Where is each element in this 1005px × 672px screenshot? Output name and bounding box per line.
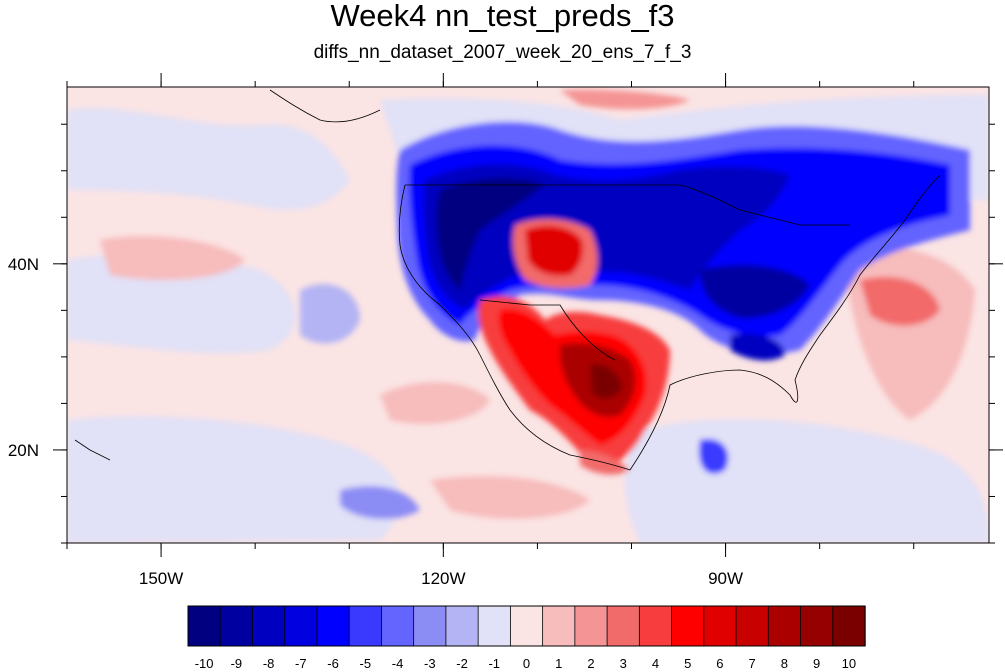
contour-patch — [430, 476, 590, 519]
colorbar-swatch — [574, 605, 608, 647]
colorbar-swatch — [187, 605, 221, 647]
contour-patch — [300, 284, 360, 344]
coastline-east-na — [819, 174, 941, 336]
y-tick-label: 20N — [8, 441, 39, 460]
y-tick-label: 40N — [8, 255, 39, 274]
colorbar-swatch — [671, 605, 705, 647]
colorbar-swatch — [252, 605, 286, 647]
contour-patch — [699, 439, 729, 474]
colorbar-swatch — [638, 605, 673, 647]
plot-subtitle: diffs_nn_dataset_2007_week_20_ens_7_f_3 — [313, 42, 692, 63]
colorbar-swatch — [219, 605, 254, 647]
colorbar-swatch — [284, 605, 318, 647]
coastline-alaska — [269, 89, 381, 123]
coastline-west-na — [398, 184, 631, 471]
map-plot-area — [67, 87, 989, 543]
colorbar-swatch — [735, 605, 769, 647]
map-frame — [66, 86, 990, 544]
colorbar-label: 3 — [620, 656, 627, 671]
colorbar-label: 5 — [684, 656, 691, 671]
colorbar-label: -9 — [231, 656, 243, 671]
colorbar-label: -10 — [195, 656, 214, 671]
border-us-mexico — [479, 299, 616, 361]
contour-patch — [730, 333, 785, 361]
contour-patch — [67, 416, 401, 543]
coastline-hawaii — [74, 439, 111, 461]
colorbar-labels: -10 -9 -8 -7 -6 -5 -4 -3 -2 -1 0 1 2 3 4 5 6 7 8 9 10 — [195, 656, 856, 671]
colorbar — [187, 605, 866, 647]
colorbar-label: -4 — [392, 656, 404, 671]
contour-patch — [380, 382, 490, 424]
colorbar-swatch — [703, 605, 737, 647]
colorbar-label: 6 — [716, 656, 723, 671]
x-tick-label: 120W — [421, 569, 465, 588]
colorbar-label: 10 — [842, 656, 856, 671]
colorbar-swatch — [767, 605, 802, 647]
contour-patch — [525, 225, 583, 276]
contour-patch — [436, 178, 545, 290]
colorbar-swatch — [316, 605, 350, 647]
colorbar-swatch — [477, 605, 512, 647]
colorbar-swatch — [413, 605, 447, 647]
colorbar-label: -3 — [424, 656, 436, 671]
border-us-canada — [405, 184, 850, 226]
contour-patch — [700, 265, 810, 319]
colorbar-label: -8 — [263, 656, 275, 671]
axis-tick-labels: 150W 120W 90W 20N 40N — [8, 255, 743, 588]
colorbar-swatch — [542, 605, 576, 647]
colorbar-swatch — [348, 605, 383, 647]
colorbar-label: 1 — [555, 656, 562, 671]
colorbar-label: -2 — [456, 656, 468, 671]
plot-title: Week4 nn_test_preds_f3 — [330, 0, 675, 33]
colorbar-label: 2 — [587, 656, 594, 671]
colorbar-label: -7 — [295, 656, 307, 671]
axis-ticks — [53, 73, 1003, 557]
contour-patch — [560, 89, 690, 110]
colorbar-swatch — [606, 605, 641, 647]
x-tick-label: 150W — [139, 569, 183, 588]
colorbar-swatch — [445, 605, 479, 647]
contour-patch — [67, 254, 296, 354]
colorbar-swatch — [381, 605, 415, 647]
colorbar-frame — [187, 605, 866, 647]
coastlines — [74, 89, 941, 471]
colorbar-swatch — [800, 605, 834, 647]
colorbar-label: 9 — [813, 656, 820, 671]
anomaly-field — [67, 89, 989, 543]
contour-patch — [340, 486, 420, 520]
colorbar-label: -6 — [327, 656, 339, 671]
contour-patch — [580, 450, 630, 475]
colorbar-label: 0 — [523, 656, 530, 671]
colorbar-label: -5 — [360, 656, 372, 671]
x-tick-label: 90W — [708, 569, 743, 588]
colorbar-swatch — [509, 605, 544, 647]
contour-patch — [590, 364, 622, 399]
contour-patch — [100, 236, 245, 280]
coastline-gulf — [629, 334, 821, 471]
colorbar-label: 7 — [749, 656, 756, 671]
contour-patch — [67, 107, 350, 210]
colorbar-label: 4 — [652, 656, 659, 671]
colorbar-label: 8 — [781, 656, 788, 671]
colorbar-label: -1 — [488, 656, 500, 671]
colorbar-swatch — [832, 605, 866, 647]
contour-patch — [860, 276, 940, 326]
